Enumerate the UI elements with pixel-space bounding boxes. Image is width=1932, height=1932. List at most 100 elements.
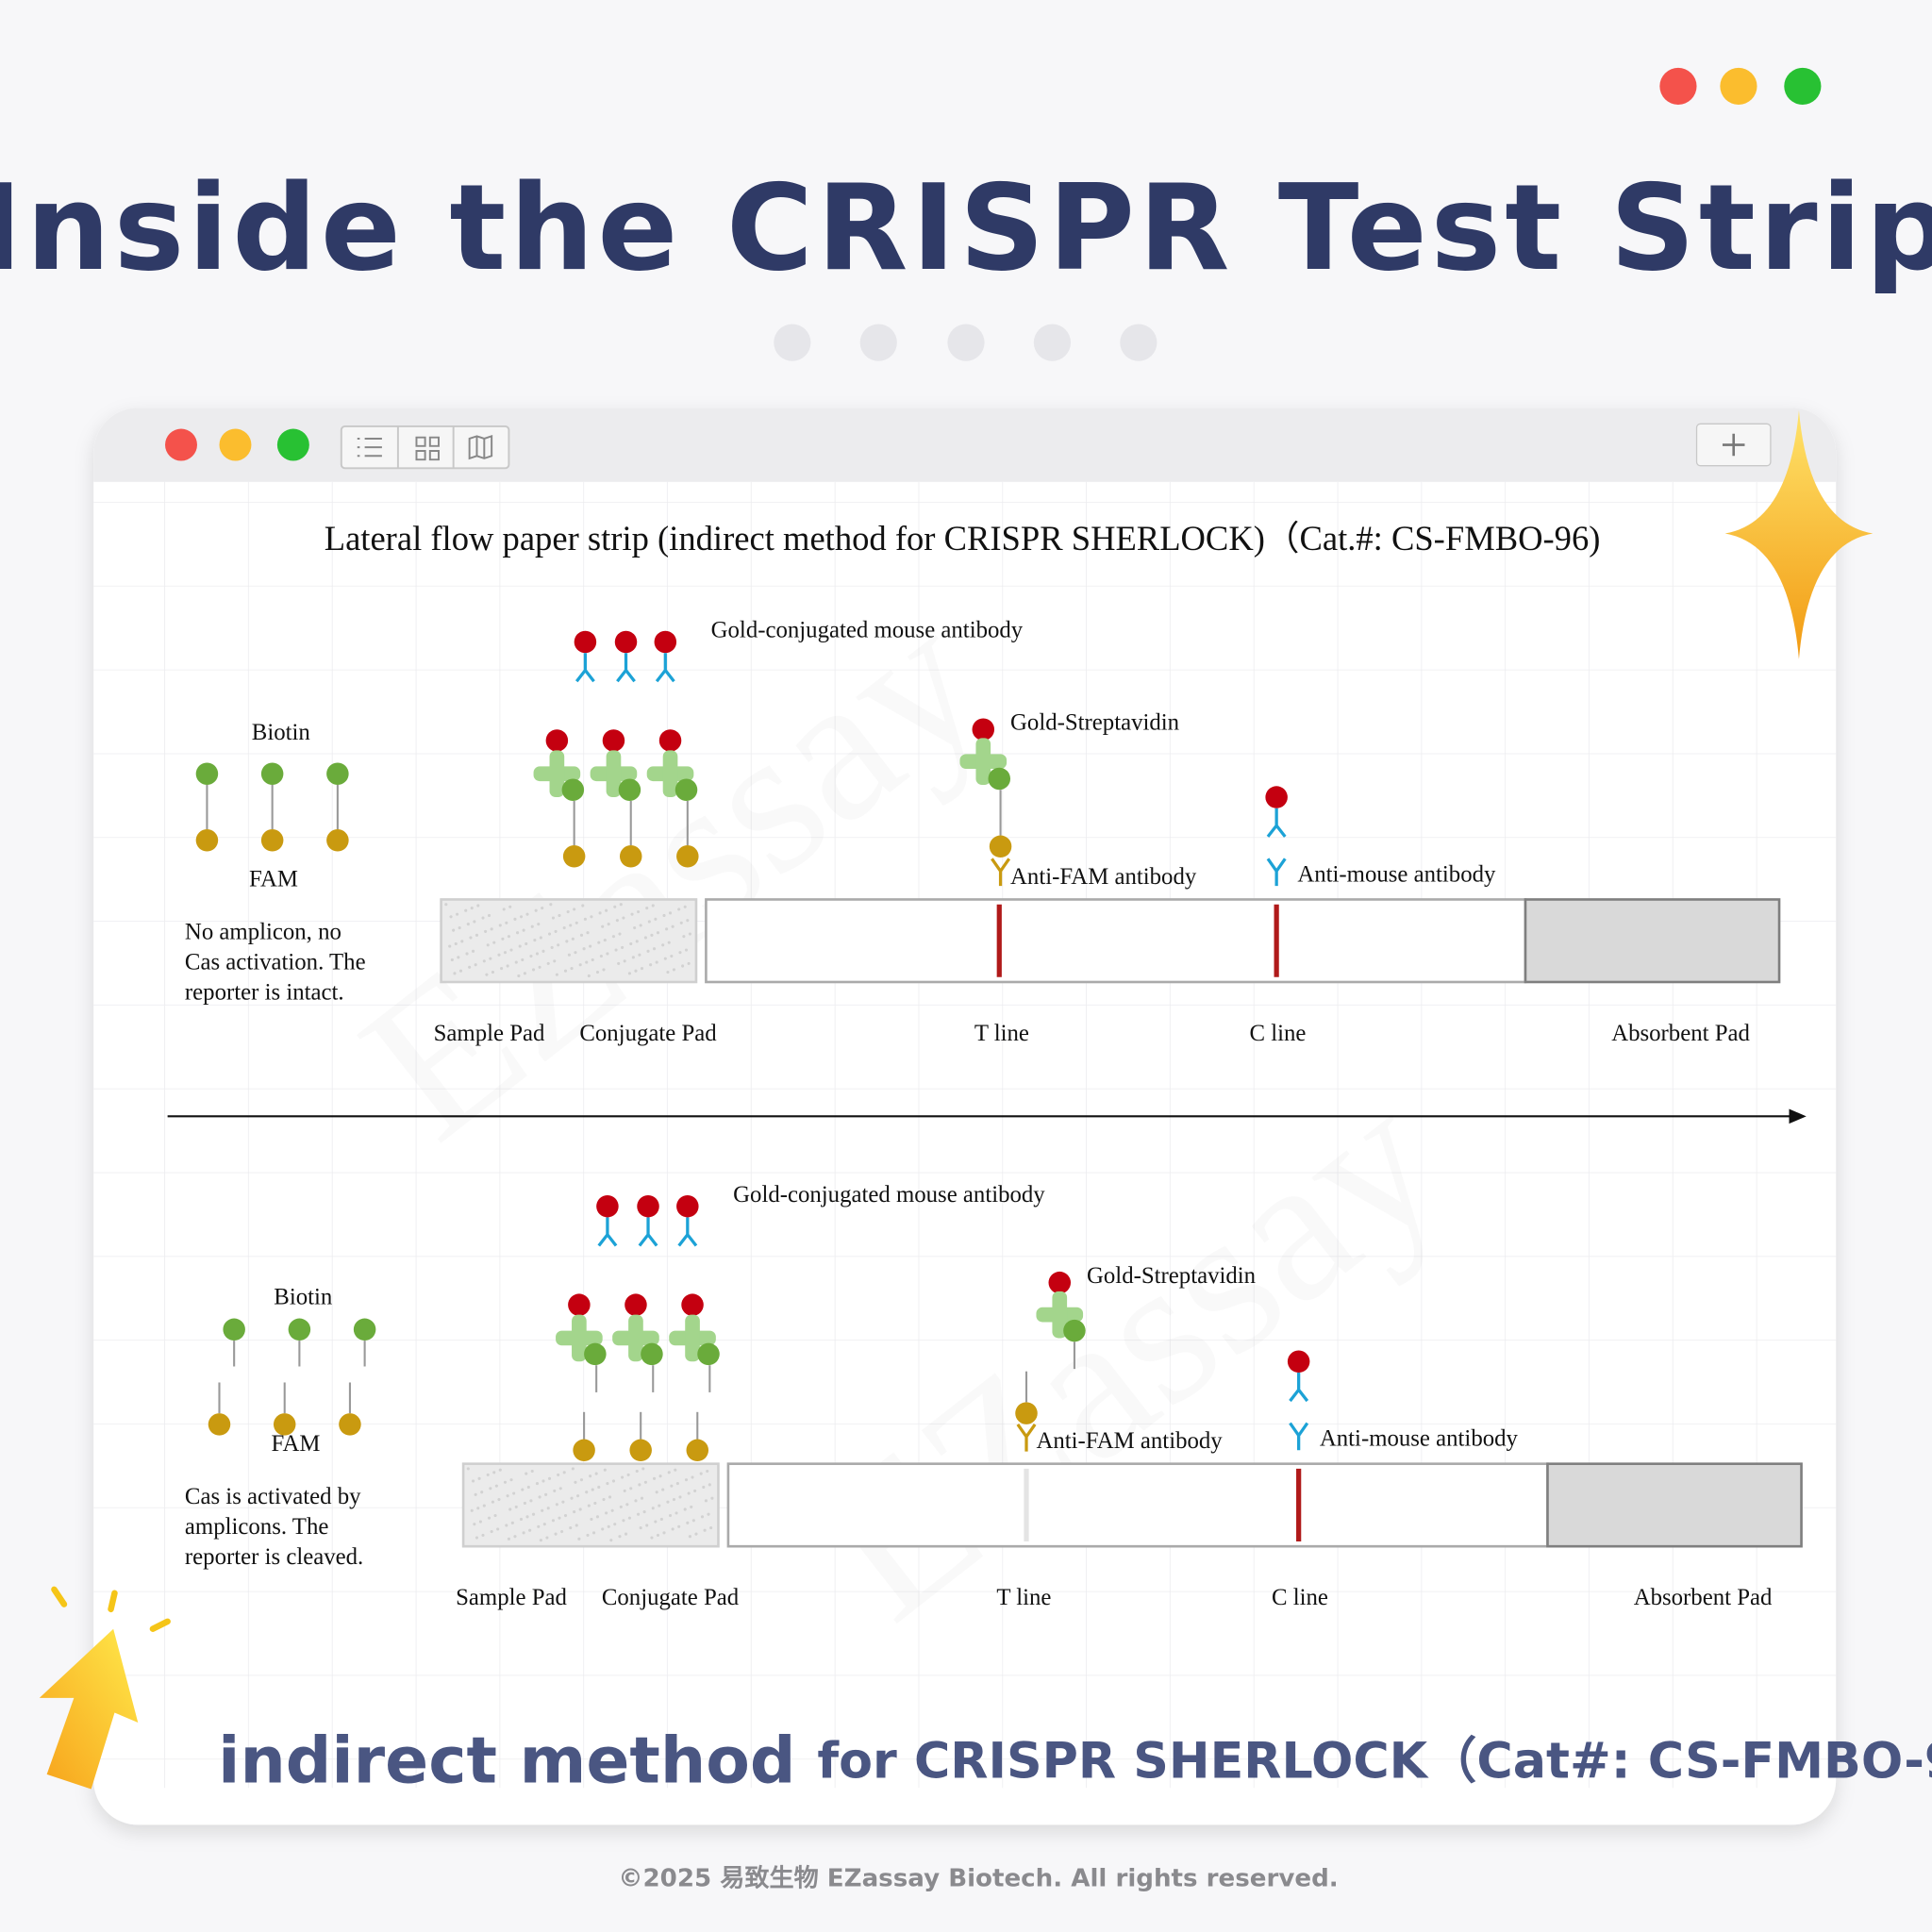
list-view-button[interactable]: [357, 437, 382, 458]
pad-texture: [613, 1523, 617, 1526]
pad-texture: [638, 1483, 641, 1487]
fam-label: FAM: [272, 1431, 321, 1457]
biotin: [353, 1318, 376, 1341]
sample-pad: [461, 1462, 720, 1548]
window-minimize[interactable]: [219, 428, 252, 461]
fam-label: FAM: [249, 867, 298, 892]
pad-texture: [516, 931, 520, 935]
sparkle-icon: [1724, 409, 1874, 659]
pad-texture: [474, 1492, 477, 1496]
fam: [326, 829, 349, 852]
pad-texture: [542, 1523, 546, 1526]
pad-texture: [475, 1536, 479, 1540]
window-maximize[interactable]: [276, 428, 309, 461]
pad-texture: [602, 1497, 606, 1502]
pad-texture: [599, 954, 603, 958]
pad-texture: [476, 904, 480, 908]
biotin: [641, 1342, 663, 1366]
pad-texture: [675, 1482, 679, 1486]
pad-texture: [672, 968, 676, 972]
pad-texture: [654, 917, 658, 921]
pad-texture: [677, 1524, 681, 1528]
pad-texture: [574, 1480, 577, 1484]
dot-yellow: [1720, 67, 1757, 106]
pad-texture: [547, 1476, 552, 1480]
pad-texture: [534, 908, 538, 912]
pad-texture: [535, 1482, 540, 1486]
pad-texture: [634, 1499, 638, 1503]
pad-texture: [671, 924, 675, 928]
pad-texture: [522, 1531, 525, 1535]
pad-texture: [622, 916, 625, 920]
pad-texture: [668, 1513, 673, 1518]
pad-texture: [526, 1485, 530, 1490]
biotin: [618, 778, 641, 801]
sample-pad: [440, 898, 698, 984]
pad-texture: [633, 925, 637, 930]
gold-antibody-label: Gold-conjugated mouse antibody: [733, 1182, 1045, 1208]
pad-texture: [573, 908, 576, 911]
pad-texture: [546, 961, 550, 965]
footer-detail: for CRISPR SHERLOCK（Cat#: CS-FMBO-96): [817, 1733, 1932, 1790]
anti-mouse-label: Anti-mouse antibody: [1320, 1426, 1519, 1452]
pad-texture: [523, 972, 526, 975]
pad-texture: [585, 1491, 589, 1494]
fam: [208, 1413, 231, 1436]
pad-texture: [550, 945, 554, 949]
window-close[interactable]: [165, 428, 197, 461]
pad-texture: [635, 940, 639, 943]
pad-texture: [497, 1497, 501, 1502]
grid-view-button[interactable]: [415, 436, 440, 461]
pad-texture: [668, 911, 673, 915]
conjugate-pad-label: Conjugate Pad: [579, 1021, 717, 1046]
pad-texture: [709, 1526, 713, 1530]
pad-texture: [487, 1516, 491, 1520]
pad-texture: [551, 1519, 556, 1523]
pad-texture: [521, 958, 525, 962]
add-tab-button[interactable]: [1695, 423, 1772, 467]
absorbent-pad-label: Absorbent Pad: [1611, 1021, 1750, 1046]
pad-texture: [558, 1516, 561, 1520]
biotin: [223, 1318, 245, 1341]
map-view-button[interactable]: [468, 435, 493, 460]
cursor-icon: [39, 1586, 171, 1790]
pad-texture: [466, 1467, 470, 1471]
pad-texture: [523, 1501, 526, 1506]
pad-texture: [640, 1496, 644, 1500]
pad-texture: [708, 1483, 711, 1487]
pad-texture: [538, 965, 541, 969]
biotin: [988, 767, 1011, 791]
pad-texture: [464, 908, 468, 912]
pad-texture: [567, 953, 571, 957]
pad-texture: [582, 947, 586, 951]
pad-texture: [485, 973, 489, 976]
pad-texture: [570, 1496, 574, 1500]
pad-texture: [684, 948, 689, 952]
fam: [562, 845, 586, 868]
pad-texture: [529, 1499, 533, 1503]
pad-texture: [639, 924, 642, 927]
streptavidin: [975, 738, 991, 785]
pad-texture: [661, 943, 665, 947]
pad-texture: [629, 941, 633, 946]
pad-texture: [681, 964, 685, 968]
pad-texture: [514, 960, 518, 964]
absorbent-pad: [1524, 898, 1781, 984]
pad-texture: [583, 917, 587, 921]
pad-texture: [538, 1495, 541, 1499]
gold-particle: [658, 729, 682, 752]
pad-texture: [622, 1519, 625, 1523]
antibody: [1289, 1373, 1309, 1403]
pad-texture: [621, 945, 625, 949]
pad-texture: [627, 1516, 631, 1520]
pad-texture: [578, 963, 582, 967]
pad-texture: [531, 968, 536, 972]
fam: [273, 1413, 296, 1436]
pad-texture: [658, 1474, 662, 1478]
antibody: [616, 653, 636, 683]
pad-texture: [569, 1526, 573, 1530]
pad-texture: [611, 935, 616, 939]
pad-texture: [576, 1494, 580, 1498]
